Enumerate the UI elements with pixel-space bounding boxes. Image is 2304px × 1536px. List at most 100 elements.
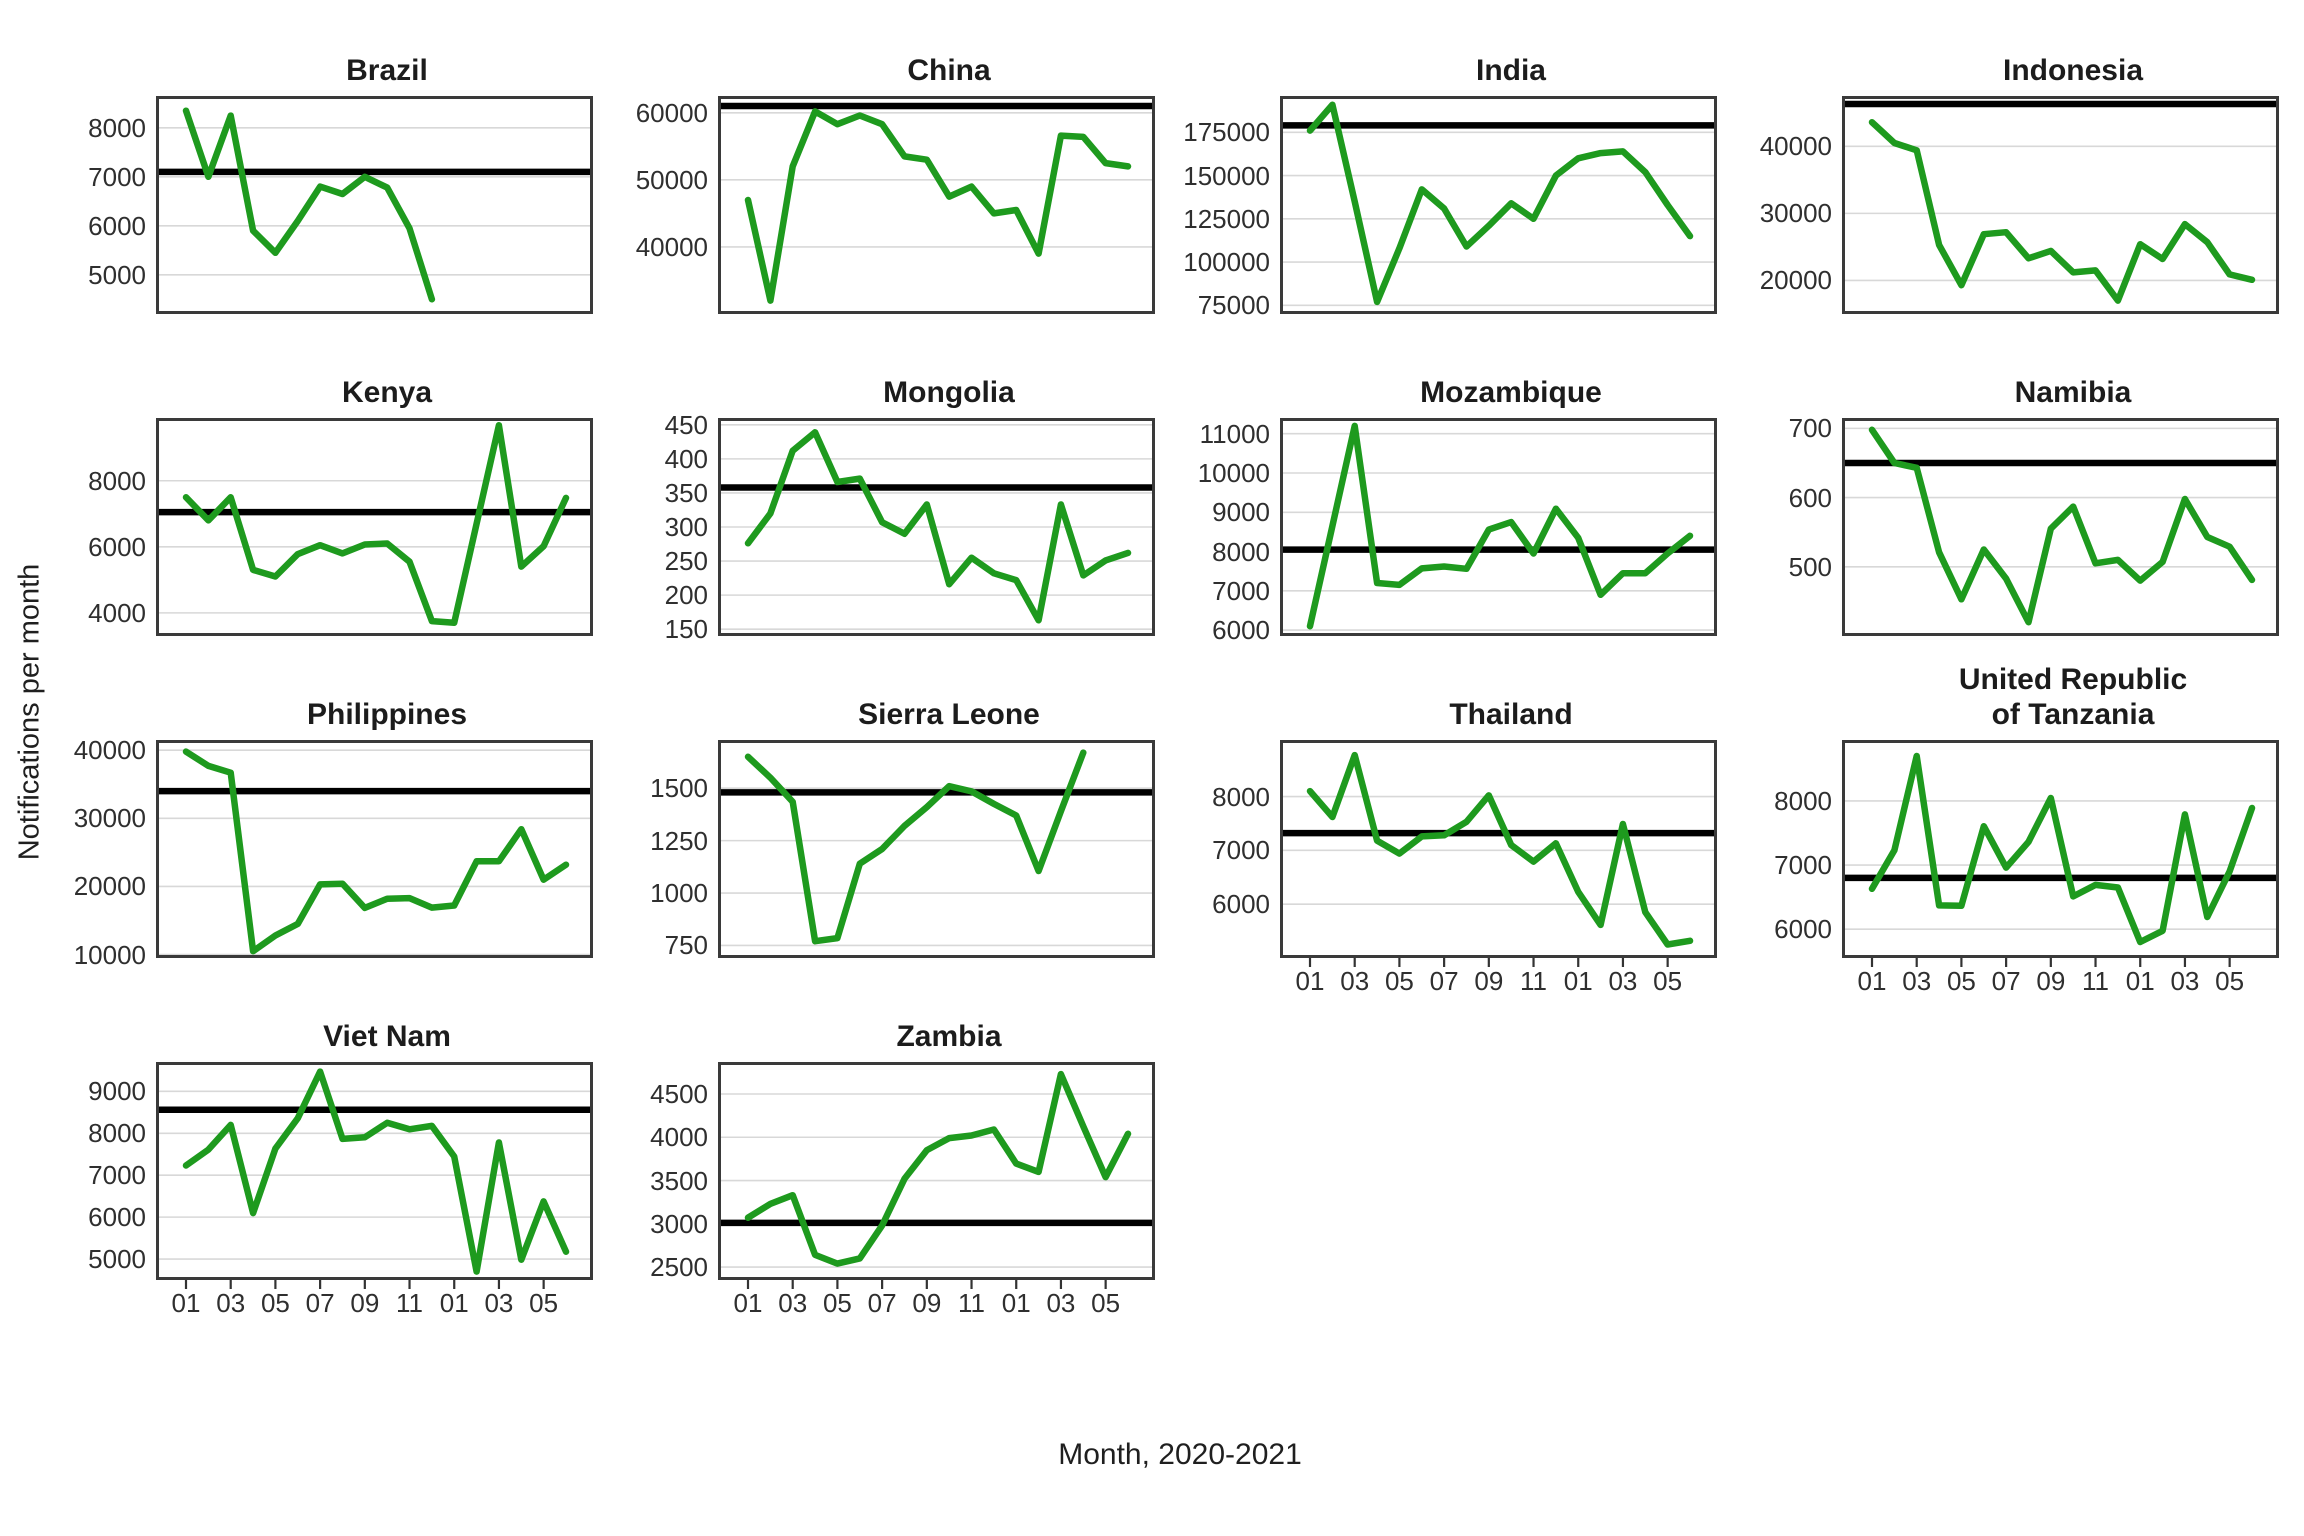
x-tick-label: 03 xyxy=(216,1288,245,1316)
y-tick-labels: 40000 50000 60000 xyxy=(618,96,718,314)
panel-border xyxy=(1280,418,1717,636)
panel-border xyxy=(1280,96,1717,314)
facet-panel-mozambique xyxy=(1280,418,1717,636)
x-tick-label: 09 xyxy=(1474,966,1503,994)
y-tick-label: 6000 xyxy=(1774,914,1832,945)
y-tick-label: 750 xyxy=(664,930,708,961)
facet-title-mozambique: Mozambique xyxy=(1180,346,1742,418)
facet-panel-zambia: 01 03 05 07 09 11 01 03 05 xyxy=(718,1062,1155,1316)
facet-mozambique: Mozambique 6000 7000 8000 9000 10000 11000 xyxy=(1180,346,1742,668)
facet-title-line: China xyxy=(907,54,991,87)
facet-title-line: Philippines xyxy=(306,698,468,731)
plot-background xyxy=(718,1062,1155,1280)
facet-panel-indonesia xyxy=(1842,96,2279,314)
x-tick-label: 05 xyxy=(1653,966,1682,994)
x-tick-label: 03 xyxy=(1902,966,1931,994)
y-tick-label: 7000 xyxy=(1212,835,1270,866)
y-tick-labels: 5000 6000 7000 8000 xyxy=(56,96,156,314)
x-tick-label: 07 xyxy=(1992,966,2021,994)
facet-title-india: India xyxy=(1180,24,1742,96)
facet-panel-philippines xyxy=(156,740,593,958)
y-tick-label: 6000 xyxy=(1212,889,1270,920)
y-tick-label: 300 xyxy=(664,512,708,542)
facet-title-namibia: Namibia xyxy=(1742,346,2304,418)
x-tick-label: 11 xyxy=(396,1288,423,1316)
x-tick-label: 01 xyxy=(1002,1288,1031,1316)
series-line xyxy=(182,748,570,955)
facet-mongolia: Mongolia 150 200 250 300 350 400 450 xyxy=(618,346,1180,668)
facet-title-viet-nam: Viet Nam xyxy=(56,990,618,1062)
x-tick-label: 03 xyxy=(1340,966,1369,994)
y-tick-label: 350 xyxy=(664,477,708,508)
x-tick-label: 01 xyxy=(1858,966,1887,994)
facet-title-line: Brazil xyxy=(346,54,428,87)
facet-body: 150 200 250 300 350 400 450 xyxy=(618,412,1180,672)
y-tick-label: 1500 xyxy=(650,773,708,804)
y-tick-label: 400 xyxy=(664,443,708,474)
y-tick-label: 6000 xyxy=(1212,615,1270,646)
series-line xyxy=(1306,751,1694,948)
facet-title-line: India xyxy=(1475,54,1546,87)
plot-background xyxy=(718,740,1155,958)
plot-background xyxy=(718,96,1155,314)
series-line xyxy=(744,108,1132,304)
plot-background xyxy=(1280,740,1717,958)
facet-body: 2500 3000 3500 4000 4500 01 03 05 07 09 11 01 03 05 xyxy=(618,1062,1180,1316)
y-tick-label: 1000 xyxy=(650,878,708,909)
y-tick-label: 200 xyxy=(664,580,708,611)
y-tick-labels: 10000 20000 30000 40000 xyxy=(56,735,156,967)
series-line xyxy=(744,429,1132,624)
series-line xyxy=(1868,752,2256,946)
y-tick-label: 4000 xyxy=(650,1122,708,1153)
y-tick-label: 2500 xyxy=(650,1252,708,1283)
x-tick-label: 01 xyxy=(2126,966,2155,994)
x-tick-label: 05 xyxy=(2215,966,2244,994)
y-tick-label: 3000 xyxy=(650,1208,708,1239)
y-tick-labels: 75000 100000 125000 150000 175000 xyxy=(1180,96,1280,318)
facet-title-brazil: Brazil xyxy=(56,24,618,96)
y-tick-label: 8000 xyxy=(1774,785,1832,816)
facet-title-indonesia: Indonesia xyxy=(1742,24,2304,96)
x-axis-title: Month, 2020-2021 xyxy=(1058,1438,1302,1471)
facet-body: 6000 7000 8000 9000 10000 11000 xyxy=(1180,418,1742,672)
facet-philippines: Philippines 10000 20000 30000 40000 xyxy=(56,668,618,990)
panel-border xyxy=(718,740,1155,958)
series-line xyxy=(1868,426,2256,626)
facet-indonesia: Indonesia 20000 30000 40000 xyxy=(1742,24,2304,346)
y-tick-label: 175000 xyxy=(1183,117,1270,148)
y-tick-label: 40000 xyxy=(73,735,146,766)
facet-title-line: Mozambique xyxy=(1420,376,1602,409)
panel-border xyxy=(1842,740,2279,958)
facet-sierra-leone: Sierra Leone 750 1000 1250 1500 xyxy=(618,668,1180,990)
facet-grid: Brazil 5000 6000 7000 8000 China 40000 50000 600… xyxy=(56,24,2304,1316)
facet-thailand: Thailand 6000 7000 8000 01 03 05 07 09 11 01 03 05 xyxy=(1180,668,1742,994)
x-tick-label: 01 xyxy=(734,1288,763,1316)
y-tick-label: 40000 xyxy=(1759,131,1832,162)
x-tick-label: 09 xyxy=(912,1288,941,1316)
y-tick-labels: 6000 7000 8000 xyxy=(1742,740,1842,958)
y-tick-label: 7000 xyxy=(88,1160,146,1191)
x-tick-label: 09 xyxy=(2036,966,2065,994)
series-line xyxy=(1868,118,2256,304)
facet-title-line: Thailand xyxy=(1449,698,1573,731)
x-tick-label: 01 xyxy=(1564,966,1593,994)
facet-title-line: Kenya xyxy=(341,376,433,409)
facet-panel-china xyxy=(718,96,1155,314)
facet-body: 40000 50000 60000 xyxy=(618,96,1180,350)
facet-brazil: Brazil 5000 6000 7000 8000 xyxy=(56,24,618,346)
facet-title-line: of Tanzania xyxy=(1991,698,2155,731)
x-tick-label: 07 xyxy=(1430,966,1459,994)
facet-body: 750 1000 1250 1500 xyxy=(618,740,1180,994)
facet-title-line: Sierra Leone xyxy=(858,698,1040,731)
y-tick-label: 1250 xyxy=(650,825,708,856)
facet-panel-sierra-leone xyxy=(718,740,1155,958)
y-tick-label: 8000 xyxy=(88,112,146,143)
facet-title-kenya: Kenya xyxy=(56,346,618,418)
y-tick-label: 4000 xyxy=(88,597,146,628)
x-tick-label: 01 xyxy=(1296,966,1325,994)
panel-border xyxy=(156,96,593,314)
facet-panel-united-republic-of-tanzania: 01 03 05 07 09 11 01 03 05 xyxy=(1842,740,2279,994)
facet-united-republic-of-tanzania: United Republic of Tanzania 6000 7000 8000 01… xyxy=(1742,663,2304,994)
series-line xyxy=(182,1068,570,1275)
facet-body: 6000 7000 8000 01 03 05 07 09 11 01 03 05 xyxy=(1180,740,1742,994)
